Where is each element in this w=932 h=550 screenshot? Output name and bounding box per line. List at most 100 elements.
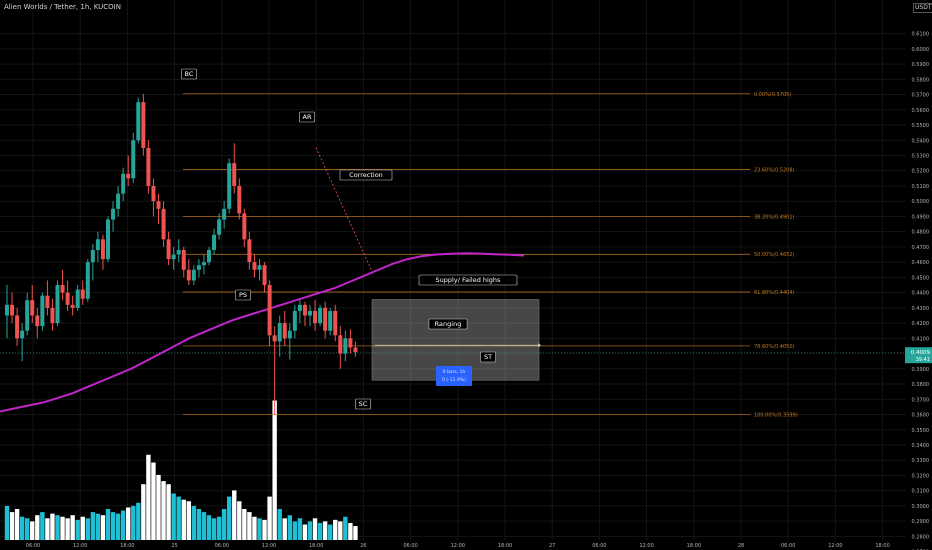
candle-body: [252, 262, 257, 270]
fib-level-label: 50.00%(0.4652): [754, 252, 795, 258]
time-axis[interactable]: 06:00 12:00 18:00 25 06:00 12:00 18:00 26 06:00 1…: [26, 543, 890, 549]
candle-body: [207, 249, 211, 263]
candle-body: [90, 249, 95, 263]
fib-level-label: 78.60%(0.4050): [754, 344, 795, 350]
price-tick-label: 0.3900: [912, 367, 930, 373]
candle-body: [171, 254, 176, 260]
price-tick-label: 0.4600: [912, 260, 930, 266]
candle-body: [277, 323, 282, 342]
volume-bar: [317, 522, 323, 540]
volume-bar: [9, 512, 15, 540]
candle-body: [308, 310, 312, 316]
volume-bar: [141, 484, 146, 540]
ranging-label: Ranging: [435, 320, 462, 328]
candle-body: [247, 239, 252, 263]
candle-body: [95, 239, 100, 250]
price-axis[interactable]: 0.27000.28000.29000.30000.31000.32000.33…: [905, 0, 932, 550]
correction-trend-line[interactable]: [315, 147, 373, 272]
correction-label-box[interactable]: [339, 169, 393, 181]
volume-bar: [161, 481, 166, 540]
volume-bar: [115, 513, 121, 540]
price-tick-label: 0.5500: [912, 123, 930, 129]
volume-bar: [252, 516, 257, 540]
ema-line: [0, 252, 525, 413]
volume-bar: [14, 509, 20, 540]
candle-body: [323, 307, 328, 331]
volume-bar: [131, 505, 136, 540]
volume-bar: [186, 501, 191, 540]
volume-bar: [19, 516, 25, 540]
supply-label-box[interactable]: [418, 274, 518, 286]
candle-body: [40, 295, 45, 327]
candle-body: [5, 304, 9, 316]
volume-bar: [95, 513, 101, 540]
time-tick-label: 06:00: [403, 543, 417, 549]
candle-body: [45, 295, 50, 308]
volume-bar: [70, 515, 75, 540]
price-tick-label: 0.4100: [912, 336, 930, 342]
candle-body: [292, 310, 297, 331]
fib-retracement[interactable]: 0.00%(0.5705) 23.60%(0.5208) 38.20%(0.4901…: [183, 92, 798, 419]
volume-bar: [30, 521, 35, 540]
measure-box[interactable]: [436, 366, 472, 386]
time-tick-label: 26: [360, 543, 366, 549]
candle-body: [282, 323, 287, 339]
price-tick-label: 0.3000: [912, 504, 930, 510]
ranging-label-box[interactable]: [428, 318, 468, 330]
candle-body: [55, 285, 60, 324]
annotations[interactable]: BC AR PS SC ST Correction Supply/ Failed highs…: [181, 68, 541, 410]
candle-body: [257, 265, 262, 270]
volume-bar: [267, 496, 272, 540]
price-tick-label: 0.4200: [912, 321, 930, 327]
candle-body: [333, 310, 338, 336]
time-tick-label: 12:00: [639, 543, 653, 549]
volume-bar: [45, 518, 50, 540]
candle-body: [30, 300, 35, 316]
candle-body: [85, 262, 90, 299]
candle-body: [20, 330, 25, 339]
volume-bar: [333, 519, 338, 540]
price-tick-label: 0.3300: [912, 458, 930, 464]
ar-label-box[interactable]: [299, 111, 315, 123]
ranging-arrowhead: [538, 343, 541, 348]
bc-label-box[interactable]: [181, 68, 197, 80]
volume-bar: [85, 518, 90, 540]
ps-label-box[interactable]: [235, 289, 251, 301]
volume-bar: [307, 521, 313, 540]
volume-bars: [4, 400, 358, 540]
price-tick-label: 0.5800: [912, 77, 930, 83]
price-tick-label: 0.2900: [912, 519, 930, 525]
candle-body: [100, 239, 105, 260]
candle-body: [116, 193, 121, 209]
volume-bar: [338, 521, 343, 540]
time-tick-label: 28: [738, 543, 744, 549]
volume-bar: [201, 512, 207, 540]
candle-body: [151, 185, 156, 202]
st-label-box[interactable]: [480, 351, 496, 363]
price-tick-label: 0.5700: [912, 93, 930, 99]
candle-body: [131, 140, 136, 179]
candle-body: [232, 163, 237, 186]
current-price-tag[interactable]: [905, 347, 932, 364]
sc-label-box[interactable]: [355, 398, 371, 410]
volume-bar: [328, 524, 333, 540]
volume-bar: [136, 502, 141, 540]
price-tick-label: 0.5900: [912, 62, 930, 68]
candle-body: [343, 338, 348, 354]
price-tick-label: 0.6100: [912, 32, 930, 38]
candle-body: [181, 249, 186, 270]
volume-bar: [80, 516, 85, 540]
volume-bar: [105, 509, 111, 540]
time-tick-label: 18:00: [875, 543, 889, 549]
currency-label[interactable]: USDT: [913, 3, 932, 13]
candle-body: [267, 285, 272, 336]
candle-body: [15, 315, 20, 339]
candle-body: [318, 307, 323, 324]
price-axis-bg: [905, 0, 932, 550]
price-tick-label: 0.3200: [912, 473, 930, 479]
candle-body: [111, 208, 116, 220]
price-tick-label: 0.3100: [912, 489, 930, 495]
sc-label: SC: [359, 400, 368, 408]
price-tick-label: 0.5200: [912, 169, 930, 175]
